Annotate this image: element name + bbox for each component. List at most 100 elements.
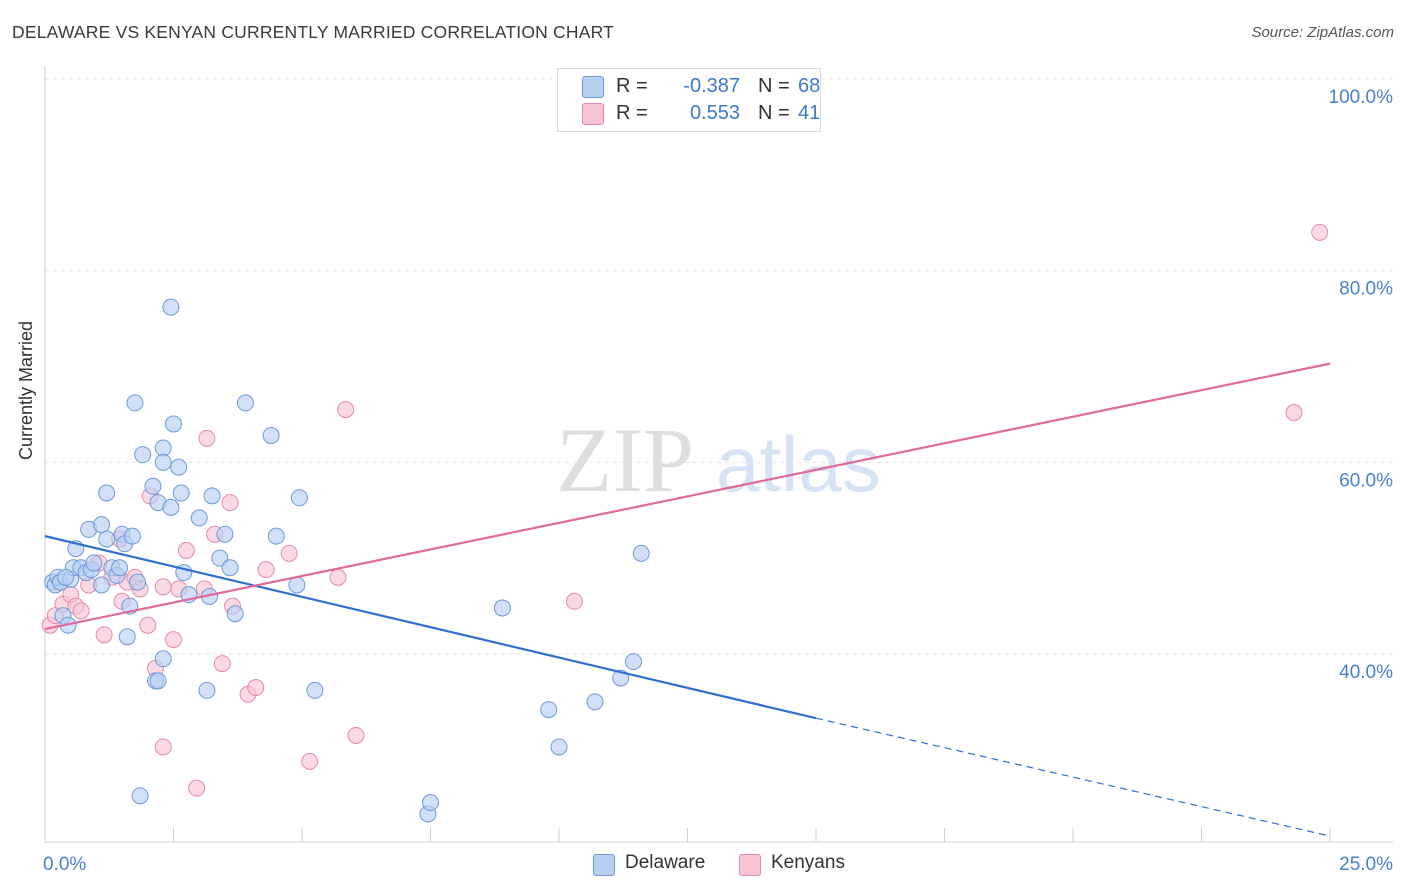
kenyan-point (301, 752, 319, 770)
kenyan-trend-line (44, 362, 1331, 631)
r-value: -0.387 (683, 75, 740, 97)
n-label: N = (758, 102, 790, 124)
delaware-point (422, 794, 439, 812)
kenyan-point (165, 631, 182, 649)
delaware-point (98, 530, 116, 548)
kenyan-points (41, 223, 1329, 797)
kenyan-point (257, 561, 275, 579)
delaware-point (93, 516, 111, 534)
delaware-point (98, 484, 116, 502)
kenyan-point (329, 568, 347, 586)
trend-lines (44, 362, 1331, 837)
kenyan-point (347, 726, 365, 744)
delaware-point (226, 605, 244, 623)
delaware-point (262, 427, 280, 444)
delaware-swatch (582, 76, 604, 98)
delaware-point (306, 681, 324, 699)
chart-title: DELAWARE VS KENYAN CURRENTLY MARRIED COR… (12, 22, 615, 42)
delaware-point (586, 693, 604, 711)
y-axis-label: Currently Married (16, 320, 36, 460)
delaware-point (57, 568, 75, 586)
delaware-point (123, 527, 141, 545)
n-value: 41 (798, 102, 821, 124)
n-value: 68 (798, 75, 821, 97)
delaware-point (540, 701, 558, 719)
delaware-trend-extension (815, 717, 1331, 837)
kenyan-point (337, 401, 355, 419)
kenyan-point (1311, 223, 1329, 241)
delaware-point (625, 653, 643, 671)
delaware-point (288, 576, 306, 594)
delaware-point (236, 394, 254, 412)
watermark-atlas: atlas (716, 420, 881, 508)
kenyan-point (139, 616, 157, 634)
source-label: Source: ZipAtlas.com (1251, 24, 1394, 41)
delaware-point (493, 599, 511, 617)
n-label: N = (758, 75, 790, 97)
tick-labels: 40.0% 60.0% 80.0% 100.0% 0.0% 25.0% (43, 87, 1393, 875)
delaware-point (154, 650, 172, 668)
delaware-point (149, 672, 167, 690)
x-tick-label: 0.0% (43, 854, 86, 875)
delaware-point (85, 554, 103, 572)
delaware-point (290, 489, 308, 507)
grid-lines (45, 78, 1393, 655)
delaware-point (632, 544, 650, 562)
kenyan-point (177, 542, 195, 559)
delaware-point (118, 628, 136, 646)
kenyan-point (247, 679, 265, 697)
delaware-point (172, 484, 190, 502)
delaware-trend-line (44, 535, 817, 720)
delaware-point (190, 509, 208, 527)
delaware-point (162, 498, 180, 516)
delaware-point (198, 681, 216, 699)
kenyan-point (95, 626, 113, 644)
delaware-point (216, 525, 234, 543)
watermark: ZIP atlas (556, 409, 881, 511)
delaware-point (93, 576, 111, 594)
correlation-legend: R = -0.387 N = 68 R = 0.553 N = 41 (557, 68, 821, 132)
kenyan-point (213, 655, 231, 673)
axes (44, 66, 1393, 843)
y-tick-label: 80.0% (1339, 279, 1393, 300)
delaware-point (134, 446, 152, 464)
kenyan-point (188, 779, 206, 797)
delaware-point (165, 415, 182, 433)
r-label: R = (616, 102, 648, 124)
kenyan-point (280, 544, 298, 562)
delaware-point (221, 559, 239, 577)
watermark-zip: ZIP (556, 409, 694, 511)
kenyan-swatch (582, 103, 604, 125)
kenyan-point (198, 429, 216, 447)
kenyan-point (154, 578, 172, 596)
delaware-legend-label: Delaware (625, 852, 706, 873)
delaware-point (267, 527, 285, 545)
kenyan-point (72, 602, 90, 620)
delaware-point (170, 458, 188, 476)
delaware-point (154, 453, 172, 471)
delaware-point (111, 559, 129, 577)
delaware-point (154, 439, 172, 457)
kenyan-point (565, 592, 583, 610)
y-tick-label: 60.0% (1339, 470, 1393, 491)
kenyan-point (154, 738, 172, 756)
delaware-swatch (593, 854, 615, 876)
delaware-point (162, 298, 180, 316)
delaware-points (44, 298, 650, 823)
delaware-point (129, 573, 147, 591)
r-label: R = (616, 75, 648, 97)
delaware-point (550, 738, 568, 756)
y-tick-label: 100.0% (1329, 87, 1394, 108)
delaware-point (144, 477, 162, 495)
kenyan-point (1285, 404, 1303, 421)
x-tick-label: 25.0% (1339, 854, 1393, 875)
delaware-point (126, 394, 144, 412)
delaware-point (131, 787, 149, 805)
kenyan-point (221, 494, 239, 512)
y-tick-label: 40.0% (1339, 662, 1393, 683)
kenyan-swatch (739, 854, 761, 876)
kenyans-legend-label: Kenyans (771, 852, 845, 873)
delaware-point (203, 487, 221, 505)
r-value: 0.553 (689, 102, 740, 124)
